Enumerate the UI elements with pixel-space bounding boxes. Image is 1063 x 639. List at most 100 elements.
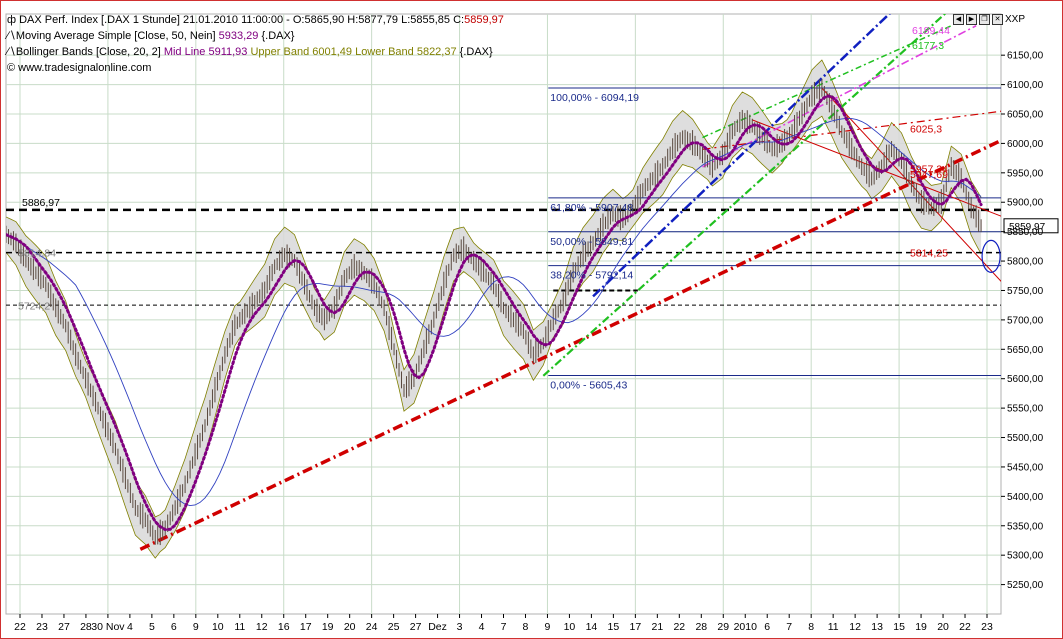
annotation-label: 5947,69	[910, 169, 948, 181]
x-tick-label: 17	[300, 621, 312, 633]
scroll-left-icon[interactable]: ◀	[953, 14, 964, 25]
x-tick-label: 27	[58, 621, 70, 633]
x-tick-label: 23	[36, 621, 48, 633]
x-tick-label: 12	[256, 621, 268, 633]
x-tick-label: 27	[410, 621, 422, 633]
legend-row-copyright: © www.tradesignalonline.com	[7, 62, 152, 74]
y-tick-label: 5950,00	[1007, 168, 1044, 179]
annotation-label: 5957,24	[910, 164, 948, 176]
x-tick-label: 19	[915, 621, 927, 633]
x-tick-label: 3	[457, 621, 463, 633]
x-tick-label: 22	[959, 621, 971, 633]
x-tick-label: 15	[608, 621, 620, 633]
red-support-trendline	[139, 138, 1001, 551]
fibonacci-label: 0,00% - 5605,43	[550, 380, 627, 392]
bollinger-lower-band	[6, 115, 982, 559]
x-tick-label: 19	[322, 621, 334, 633]
window-controls: ◀ ▶ ❐ ✕	[953, 14, 1003, 25]
annotation-label: 6189,44	[912, 25, 950, 37]
x-tick-label: Dez	[428, 621, 447, 633]
bollinger-band	[6, 59, 982, 559]
y-tick-label: 6000,00	[1007, 139, 1044, 150]
y-tick-label: 6150,00	[1007, 51, 1044, 62]
y-tick-label: 6100,00	[1007, 80, 1044, 91]
chart-legend: ф DAX Perf. Index [.DAX 1 Stunde] 21.01.…	[7, 12, 504, 76]
x-tick-label: 24	[366, 621, 378, 633]
sma-line	[6, 117, 982, 507]
level-label: 5886,97	[22, 197, 60, 209]
y-tick-label: 5600,00	[1007, 374, 1044, 385]
y-tick-label: 5350,00	[1007, 521, 1044, 532]
annotation-label: 5814,84	[18, 247, 56, 259]
legend-bb-mid: Mid Line 5911,93	[163, 46, 248, 58]
x-tick-label: 28	[695, 621, 707, 633]
x-tick-label: 23	[981, 621, 993, 633]
legend-bb-text: Bollinger Bands [Close, 20, 2]	[15, 46, 164, 58]
x-tick-label: 9	[545, 621, 551, 633]
x-tick-label: 5	[149, 621, 155, 633]
x-tick-label: 22	[14, 621, 26, 633]
legend-bb-lower: Lower Band 5822,37	[352, 46, 457, 58]
indicator-icon: ∕∖	[7, 46, 16, 58]
restore-icon[interactable]: ❐	[979, 14, 990, 25]
x-tick-label: 7	[501, 621, 507, 633]
current-price-label: 5859,97	[1009, 222, 1046, 233]
green-trendline	[702, 25, 952, 139]
x-tick-label: 8	[808, 621, 814, 633]
x-tick-label: 11	[828, 621, 839, 633]
bollinger-mid-line	[6, 94, 983, 532]
legend-bb-upper: Upper Band 6001,49	[247, 46, 353, 58]
candle-icon: ф	[7, 14, 20, 26]
legend-close-value: 5859,97	[464, 14, 504, 26]
red-channel-line	[752, 119, 1001, 217]
x-tick-label: 8	[523, 621, 529, 633]
x-tick-label: 29	[717, 621, 729, 633]
x-tick-label: 10	[212, 621, 224, 633]
y-tick-label: 5550,00	[1007, 404, 1044, 415]
y-tick-label: 5300,00	[1007, 551, 1044, 562]
legend-row-bollinger: ∕∖Bollinger Bands [Close, 20, 2] Mid Lin…	[7, 44, 504, 60]
green-trendline	[542, 14, 947, 377]
x-tick-label: 13	[871, 621, 883, 633]
y-axis-title: XXP	[1005, 14, 1026, 25]
y-tick-label: 6050,00	[1007, 110, 1044, 121]
x-tick-label: 20	[344, 621, 356, 633]
x-axis: 22 23 27 28 30 Nov 4 5 6 9 10 11 12 16 17 19 20 24 25 27 De…	[14, 614, 993, 633]
y-tick-label: 5250,00	[1007, 580, 1044, 591]
y-tick-label: 5650,00	[1007, 345, 1044, 356]
y-tick-label: 5500,00	[1007, 433, 1044, 444]
legend-sma-value: 5933,29	[218, 30, 259, 42]
legend-row-price: ф DAX Perf. Index [.DAX 1 Stunde] 21.01.…	[7, 12, 504, 28]
y-tick-label: 5400,00	[1007, 492, 1044, 503]
fibonacci-label: 100,00% - 6094,19	[550, 92, 639, 104]
legend-sma-suffix: {.DAX}	[258, 30, 295, 42]
legend-sma-text: Moving Average Simple [Close, 50, Nein]	[15, 30, 219, 42]
current-price-box	[1003, 218, 1059, 234]
close-icon[interactable]: ✕	[992, 14, 1003, 25]
x-tick-label: 10	[564, 621, 576, 633]
y-tick-label: 5750,00	[1007, 286, 1044, 297]
x-tick-label: 25	[388, 621, 400, 633]
scroll-right-icon[interactable]: ▶	[966, 14, 977, 25]
x-tick-label: 12	[849, 621, 861, 633]
price-series	[6, 78, 1001, 546]
x-tick-label: 2010	[734, 621, 758, 633]
fibonacci-label: 38,20% - 5792,14	[550, 270, 633, 282]
annotation-label: 6177,3	[912, 40, 944, 52]
fibonacci-label: 50,00% - 5849,81	[550, 236, 633, 248]
x-tick-label: 4	[479, 621, 485, 633]
y-tick-label: 5850,00	[1007, 227, 1044, 238]
y-tick-label: 5700,00	[1007, 315, 1044, 326]
legend-price-text: DAX Perf. Index [.DAX 1 Stunde] 21.01.20…	[19, 14, 465, 26]
x-tick-label: 6	[764, 621, 770, 633]
legend-bb-suffix: {.DAX}	[456, 46, 493, 58]
x-tick-label: 14	[586, 621, 598, 633]
x-tick-label: 22	[673, 621, 685, 633]
y-tick-label: 5450,00	[1007, 462, 1044, 473]
y-axis: 5250,00 5300,00 5350,00 5400,00 5450,00 5500,…	[1001, 51, 1044, 591]
chart-labels: 100,00% - 6094,19 61,80% - 5907,48 50,00% …	[18, 25, 1059, 392]
x-tick-label: 28	[80, 621, 92, 633]
fibonacci-label: 61,80% - 5907,48	[550, 202, 633, 214]
x-tick-label: 9	[193, 621, 199, 633]
